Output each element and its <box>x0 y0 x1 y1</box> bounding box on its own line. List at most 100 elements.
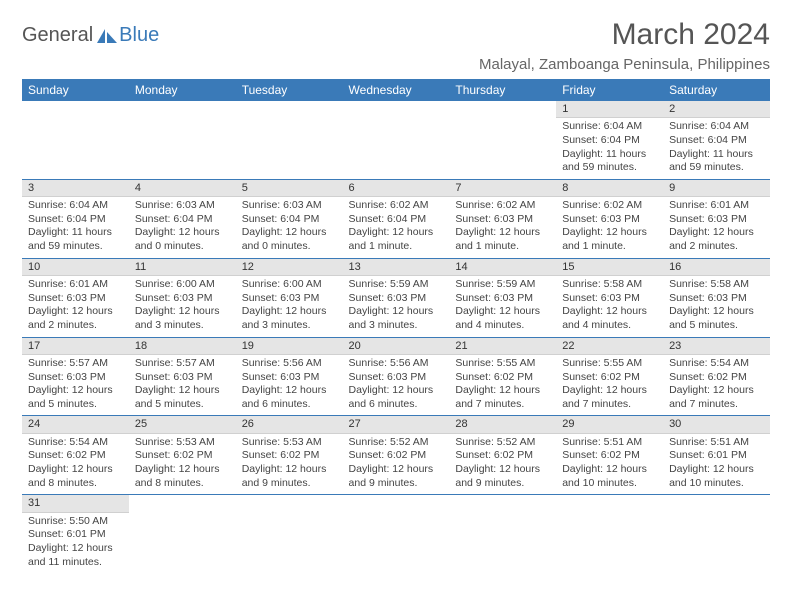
day-number: 17 <box>22 338 129 355</box>
day-content: Sunrise: 5:55 AMSunset: 6:02 PMDaylight:… <box>449 355 556 416</box>
day-number: 16 <box>663 259 770 276</box>
day-content: Sunrise: 5:52 AMSunset: 6:02 PMDaylight:… <box>343 434 450 495</box>
calendar-day-cell: 17Sunrise: 5:57 AMSunset: 6:03 PMDayligh… <box>22 337 129 416</box>
day-content: Sunrise: 6:02 AMSunset: 6:03 PMDaylight:… <box>556 197 663 258</box>
sunset-text: Sunset: 6:04 PM <box>28 213 123 227</box>
day-number: 19 <box>236 338 343 355</box>
sunset-text: Sunset: 6:03 PM <box>562 213 657 227</box>
day-content: Sunrise: 5:54 AMSunset: 6:02 PMDaylight:… <box>22 434 129 495</box>
sunset-text: Sunset: 6:04 PM <box>242 213 337 227</box>
day-content: Sunrise: 5:57 AMSunset: 6:03 PMDaylight:… <box>22 355 129 416</box>
day-content: Sunrise: 6:03 AMSunset: 6:04 PMDaylight:… <box>236 197 343 258</box>
sunset-text: Sunset: 6:03 PM <box>242 292 337 306</box>
calendar-day-cell: 9Sunrise: 6:01 AMSunset: 6:03 PMDaylight… <box>663 179 770 258</box>
sunrise-text: Sunrise: 6:00 AM <box>242 278 337 292</box>
day-header: Tuesday <box>236 79 343 101</box>
sunrise-text: Sunrise: 6:02 AM <box>349 199 444 213</box>
daylight-text: Daylight: 12 hours and 2 minutes. <box>669 226 764 253</box>
daylight-text: Daylight: 12 hours and 9 minutes. <box>349 463 444 490</box>
day-content: Sunrise: 5:56 AMSunset: 6:03 PMDaylight:… <box>236 355 343 416</box>
sunset-text: Sunset: 6:01 PM <box>669 449 764 463</box>
day-number: 22 <box>556 338 663 355</box>
daylight-text: Daylight: 12 hours and 1 minute. <box>562 226 657 253</box>
sunset-text: Sunset: 6:02 PM <box>349 449 444 463</box>
sunset-text: Sunset: 6:03 PM <box>349 371 444 385</box>
day-number: 5 <box>236 180 343 197</box>
day-number: 27 <box>343 416 450 433</box>
calendar-day-cell: 27Sunrise: 5:52 AMSunset: 6:02 PMDayligh… <box>343 416 450 495</box>
day-content: Sunrise: 5:58 AMSunset: 6:03 PMDaylight:… <box>663 276 770 337</box>
calendar-day-cell: 8Sunrise: 6:02 AMSunset: 6:03 PMDaylight… <box>556 179 663 258</box>
day-content: Sunrise: 5:52 AMSunset: 6:02 PMDaylight:… <box>449 434 556 495</box>
sunset-text: Sunset: 6:01 PM <box>28 528 123 542</box>
day-number: 8 <box>556 180 663 197</box>
sunrise-text: Sunrise: 6:02 AM <box>455 199 550 213</box>
calendar-day-cell: 1Sunrise: 6:04 AMSunset: 6:04 PMDaylight… <box>556 101 663 179</box>
calendar-day-cell: 28Sunrise: 5:52 AMSunset: 6:02 PMDayligh… <box>449 416 556 495</box>
day-number: 24 <box>22 416 129 433</box>
day-number: 15 <box>556 259 663 276</box>
daylight-text: Daylight: 12 hours and 10 minutes. <box>562 463 657 490</box>
sunrise-text: Sunrise: 5:55 AM <box>562 357 657 371</box>
day-number: 9 <box>663 180 770 197</box>
calendar-day-cell: 29Sunrise: 5:51 AMSunset: 6:02 PMDayligh… <box>556 416 663 495</box>
sunrise-text: Sunrise: 5:53 AM <box>135 436 230 450</box>
sunset-text: Sunset: 6:04 PM <box>562 134 657 148</box>
daylight-text: Daylight: 11 hours and 59 minutes. <box>669 148 764 175</box>
day-number: 30 <box>663 416 770 433</box>
daylight-text: Daylight: 12 hours and 3 minutes. <box>135 305 230 332</box>
calendar-day-cell <box>22 101 129 179</box>
day-header: Friday <box>556 79 663 101</box>
calendar-day-cell <box>449 495 556 573</box>
calendar-day-cell: 18Sunrise: 5:57 AMSunset: 6:03 PMDayligh… <box>129 337 236 416</box>
sunrise-text: Sunrise: 5:58 AM <box>669 278 764 292</box>
day-header: Thursday <box>449 79 556 101</box>
calendar-day-cell: 2Sunrise: 6:04 AMSunset: 6:04 PMDaylight… <box>663 101 770 179</box>
calendar-body: 1Sunrise: 6:04 AMSunset: 6:04 PMDaylight… <box>22 101 770 573</box>
daylight-text: Daylight: 12 hours and 0 minutes. <box>135 226 230 253</box>
daylight-text: Daylight: 12 hours and 7 minutes. <box>562 384 657 411</box>
calendar-day-cell: 4Sunrise: 6:03 AMSunset: 6:04 PMDaylight… <box>129 179 236 258</box>
day-content: Sunrise: 6:01 AMSunset: 6:03 PMDaylight:… <box>22 276 129 337</box>
daylight-text: Daylight: 12 hours and 8 minutes. <box>135 463 230 490</box>
calendar-day-cell: 26Sunrise: 5:53 AMSunset: 6:02 PMDayligh… <box>236 416 343 495</box>
sunset-text: Sunset: 6:04 PM <box>135 213 230 227</box>
day-number: 13 <box>343 259 450 276</box>
sunrise-text: Sunrise: 6:03 AM <box>135 199 230 213</box>
calendar-week-row: 1Sunrise: 6:04 AMSunset: 6:04 PMDaylight… <box>22 101 770 179</box>
day-number: 7 <box>449 180 556 197</box>
location: Malayal, Zamboanga Peninsula, Philippine… <box>479 56 770 73</box>
sunset-text: Sunset: 6:04 PM <box>669 134 764 148</box>
day-number: 10 <box>22 259 129 276</box>
day-content: Sunrise: 6:02 AMSunset: 6:04 PMDaylight:… <box>343 197 450 258</box>
daylight-text: Daylight: 11 hours and 59 minutes. <box>28 226 123 253</box>
daylight-text: Daylight: 12 hours and 5 minutes. <box>28 384 123 411</box>
page-title: March 2024 <box>479 18 770 52</box>
sunrise-text: Sunrise: 5:59 AM <box>349 278 444 292</box>
calendar-day-cell <box>236 495 343 573</box>
calendar-day-cell: 5Sunrise: 6:03 AMSunset: 6:04 PMDaylight… <box>236 179 343 258</box>
sunrise-text: Sunrise: 6:04 AM <box>562 120 657 134</box>
day-number: 26 <box>236 416 343 433</box>
calendar-day-cell: 10Sunrise: 6:01 AMSunset: 6:03 PMDayligh… <box>22 258 129 337</box>
sunrise-text: Sunrise: 5:59 AM <box>455 278 550 292</box>
title-block: March 2024 Malayal, Zamboanga Peninsula,… <box>479 18 770 73</box>
daylight-text: Daylight: 12 hours and 9 minutes. <box>242 463 337 490</box>
day-number: 18 <box>129 338 236 355</box>
calendar-day-cell: 31Sunrise: 5:50 AMSunset: 6:01 PMDayligh… <box>22 495 129 573</box>
day-number: 14 <box>449 259 556 276</box>
sunrise-text: Sunrise: 5:56 AM <box>349 357 444 371</box>
day-content: Sunrise: 5:55 AMSunset: 6:02 PMDaylight:… <box>556 355 663 416</box>
sunrise-text: Sunrise: 6:00 AM <box>135 278 230 292</box>
sunrise-text: Sunrise: 5:58 AM <box>562 278 657 292</box>
daylight-text: Daylight: 12 hours and 7 minutes. <box>669 384 764 411</box>
day-content: Sunrise: 5:51 AMSunset: 6:02 PMDaylight:… <box>556 434 663 495</box>
calendar-day-cell: 15Sunrise: 5:58 AMSunset: 6:03 PMDayligh… <box>556 258 663 337</box>
sunset-text: Sunset: 6:03 PM <box>455 213 550 227</box>
calendar-day-cell: 14Sunrise: 5:59 AMSunset: 6:03 PMDayligh… <box>449 258 556 337</box>
calendar-day-cell <box>129 101 236 179</box>
daylight-text: Daylight: 12 hours and 2 minutes. <box>28 305 123 332</box>
sunset-text: Sunset: 6:03 PM <box>562 292 657 306</box>
day-number: 12 <box>236 259 343 276</box>
sunset-text: Sunset: 6:03 PM <box>455 292 550 306</box>
